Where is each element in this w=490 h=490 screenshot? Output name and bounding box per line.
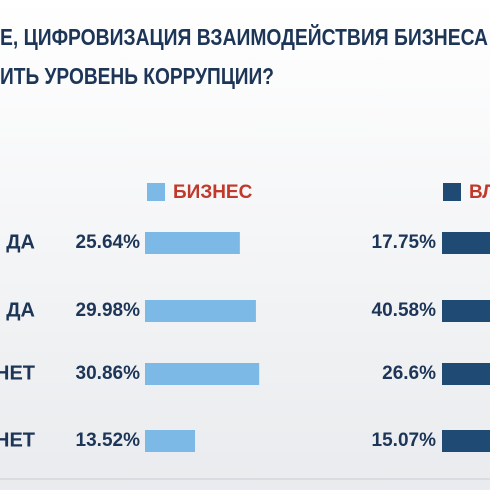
legend-swatch <box>147 183 165 201</box>
bar <box>442 363 490 385</box>
bar <box>442 232 490 254</box>
value-label: 15.07% <box>372 430 437 451</box>
bar <box>145 232 240 254</box>
chart-title: Е, ЦИФРОВИЗАЦИЯ ВЗАИМОДЕЙСТВИЯ БИЗНЕСА <box>0 23 488 50</box>
value-label: 26.6% <box>382 363 436 384</box>
bar <box>442 430 490 452</box>
bar <box>442 300 490 322</box>
value-label: 29.98% <box>76 300 141 321</box>
legend-label: БИЗНЕС <box>173 182 253 203</box>
bar <box>145 363 260 385</box>
category-label: НЕТ <box>0 362 35 384</box>
category-label: ДА <box>6 231 35 253</box>
value-label: 40.58% <box>372 300 437 321</box>
value-label: 17.75% <box>372 232 437 253</box>
value-label: 30.86% <box>76 363 141 384</box>
category-label: НЕТ <box>0 429 35 451</box>
value-label: 13.52% <box>76 430 141 451</box>
category-label: ДА <box>6 299 35 321</box>
legend-swatch <box>443 183 461 201</box>
chart-title: ИТЬ УРОВЕНЬ КОРРУПЦИИ? <box>0 63 274 89</box>
bar <box>145 430 196 452</box>
bar <box>145 300 256 322</box>
legend-label: ВЛ <box>469 182 490 203</box>
value-label: 25.64% <box>76 232 141 253</box>
